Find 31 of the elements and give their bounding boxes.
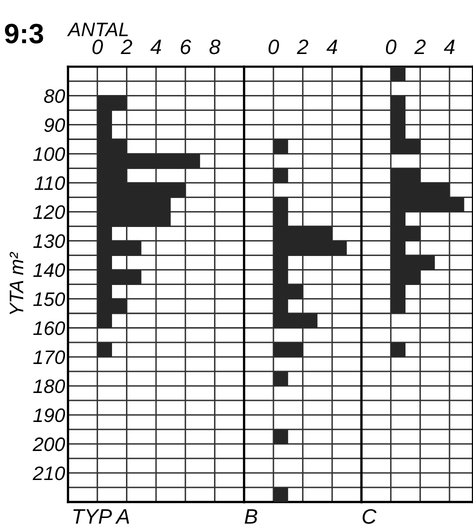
x-tick-label: 2	[120, 39, 132, 54]
x-tick-label: 2	[296, 39, 308, 54]
x-tick-label: 4	[444, 40, 455, 54]
x-tick-label: 0	[268, 39, 280, 54]
x-axis-title: ANTAL	[67, 22, 128, 36]
y-tick-label: 190	[33, 408, 66, 422]
y-tick-label: 140	[33, 263, 66, 278]
x-tick-label: 8	[209, 40, 220, 54]
y-tick-label: 120	[33, 205, 66, 220]
text: TYP A	[73, 509, 130, 524]
y-tick-label: 200	[32, 437, 66, 452]
text: C	[362, 509, 377, 524]
y-tick-label: 100	[33, 147, 66, 161]
y-tick-label: 210	[32, 466, 66, 480]
y-tick-label: 130	[33, 234, 66, 248]
x-tick-label: 0	[92, 39, 103, 54]
x-tick-label: 0	[386, 39, 396, 54]
y-tick-label: 160	[33, 321, 66, 336]
y-tick-label: 80	[44, 89, 66, 103]
y-tick-label: 170	[33, 350, 66, 364]
x-tick-label: 2	[414, 39, 426, 54]
y-tick-label: 90	[44, 118, 66, 132]
text: B	[244, 509, 258, 524]
y-tick-label: 110	[34, 176, 66, 190]
y-tick-label: 150	[33, 292, 66, 306]
y-tick-label: 180	[33, 379, 66, 394]
x-tick-label: 4	[150, 40, 162, 54]
x-tick-label: 6	[180, 39, 192, 54]
y-axis-title: YTA m²	[10, 252, 24, 314]
chart-title: 9:3	[4, 24, 44, 44]
x-tick-label: 4	[326, 40, 338, 54]
